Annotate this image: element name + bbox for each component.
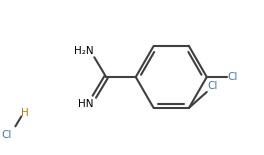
- Text: Cl: Cl: [208, 81, 218, 91]
- Text: H: H: [21, 108, 29, 117]
- Text: Cl: Cl: [1, 130, 11, 140]
- Text: H₂N: H₂N: [74, 46, 93, 56]
- Text: Cl: Cl: [228, 72, 238, 82]
- Text: HN: HN: [78, 99, 93, 109]
